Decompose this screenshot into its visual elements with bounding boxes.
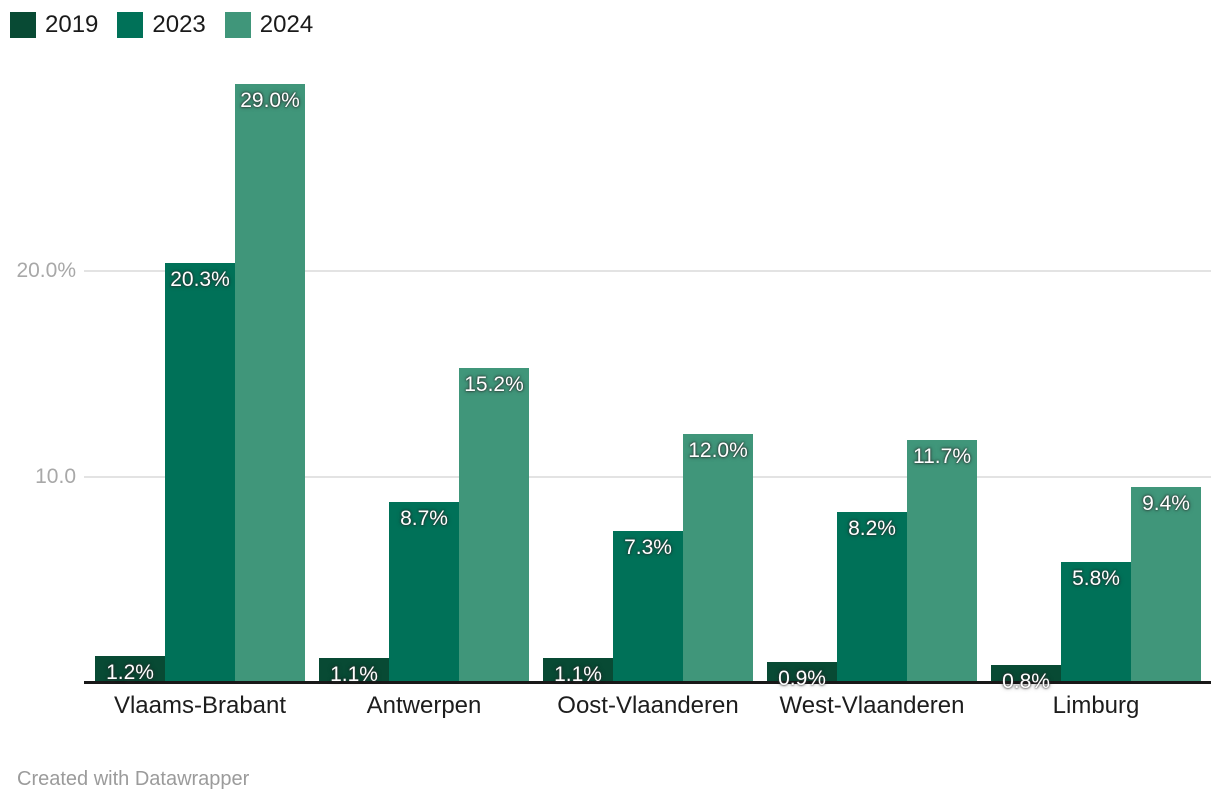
legend-swatch-icon [224, 12, 251, 38]
bar-limburg-2019[interactable]: 0.8% [991, 665, 1061, 693]
x-axis-line [84, 681, 1211, 684]
legend-item-2019: 2019 [10, 12, 98, 38]
bar-antwerpen-2024[interactable]: 15.2% [459, 368, 529, 681]
datawrapper-attribution-link[interactable]: Created with Datawrapper [17, 768, 250, 790]
legend-swatch-icon [10, 12, 36, 38]
bar-value-label: 7.3% [624, 536, 672, 559]
gridline-20 [84, 270, 1211, 272]
legend-label: 2024 [259, 11, 314, 38]
bar-vlaams-brabant-2024[interactable]: 29.0% [235, 84, 305, 681]
bar-value-label: 1.1% [554, 663, 602, 686]
y-axis-tick-label: 20.0% [16, 259, 76, 282]
x-axis-category-label: West-Vlaanderen [779, 692, 965, 719]
legend-item-2023: 2023 [117, 11, 206, 38]
bar-value-label: 0.9% [778, 667, 826, 690]
bar-value-label: 12.0% [688, 439, 748, 462]
bar-vlaams-brabant-2023[interactable]: 20.3% [165, 263, 235, 681]
bar-oost-vlaanderen-2019[interactable]: 1.1% [543, 658, 613, 686]
bar-limburg-2024[interactable]: 9.4% [1131, 487, 1201, 681]
x-axis-category-label: Limburg [1052, 692, 1140, 719]
bar-west-vlaanderen-2019[interactable]: 0.9% [767, 662, 837, 690]
bar-oost-vlaanderen-2023[interactable]: 7.3% [613, 531, 683, 681]
legend-label: 2019 [45, 11, 99, 38]
bar-value-label: 1.1% [330, 663, 378, 686]
bar-oost-vlaanderen-2024[interactable]: 12.0% [683, 434, 753, 681]
bar-value-label: 0.8% [1002, 670, 1050, 693]
bar-value-label: 8.7% [400, 507, 448, 530]
legend-label: 2023 [152, 11, 206, 38]
gridline-10 [84, 476, 1211, 478]
x-axis-category-label: Antwerpen [366, 692, 482, 719]
bar-value-label: 5.8% [1072, 567, 1120, 590]
bar-west-vlaanderen-2024[interactable]: 11.7% [907, 440, 977, 681]
bar-value-label: 9.4% [1142, 492, 1190, 515]
legend-swatch-icon [117, 12, 144, 38]
bar-antwerpen-2019[interactable]: 1.1% [319, 658, 389, 686]
legend-item-2024: 2024 [224, 11, 314, 38]
bar-vlaams-brabant-2019[interactable]: 1.2% [95, 656, 165, 684]
bar-west-vlaanderen-2023[interactable]: 8.2% [837, 512, 907, 681]
bar-value-label: 8.2% [848, 517, 896, 540]
x-axis-category-label: Oost-Vlaanderen [557, 692, 739, 719]
bar-limburg-2023[interactable]: 5.8% [1061, 562, 1131, 681]
bar-value-label: 15.2% [464, 373, 524, 396]
bar-antwerpen-2023[interactable]: 8.7% [389, 502, 459, 681]
x-axis-category-label: Vlaams-Brabant [113, 692, 287, 719]
y-axis-tick-label: 10.0 [35, 465, 76, 488]
bar-value-label: 29.0% [240, 89, 300, 112]
bar-value-label: 1.2% [106, 661, 154, 684]
bar-value-label: 20.3% [170, 268, 230, 291]
bar-value-label: 11.7% [913, 445, 971, 468]
chart-legend: 2019 2023 2024 [10, 12, 313, 38]
